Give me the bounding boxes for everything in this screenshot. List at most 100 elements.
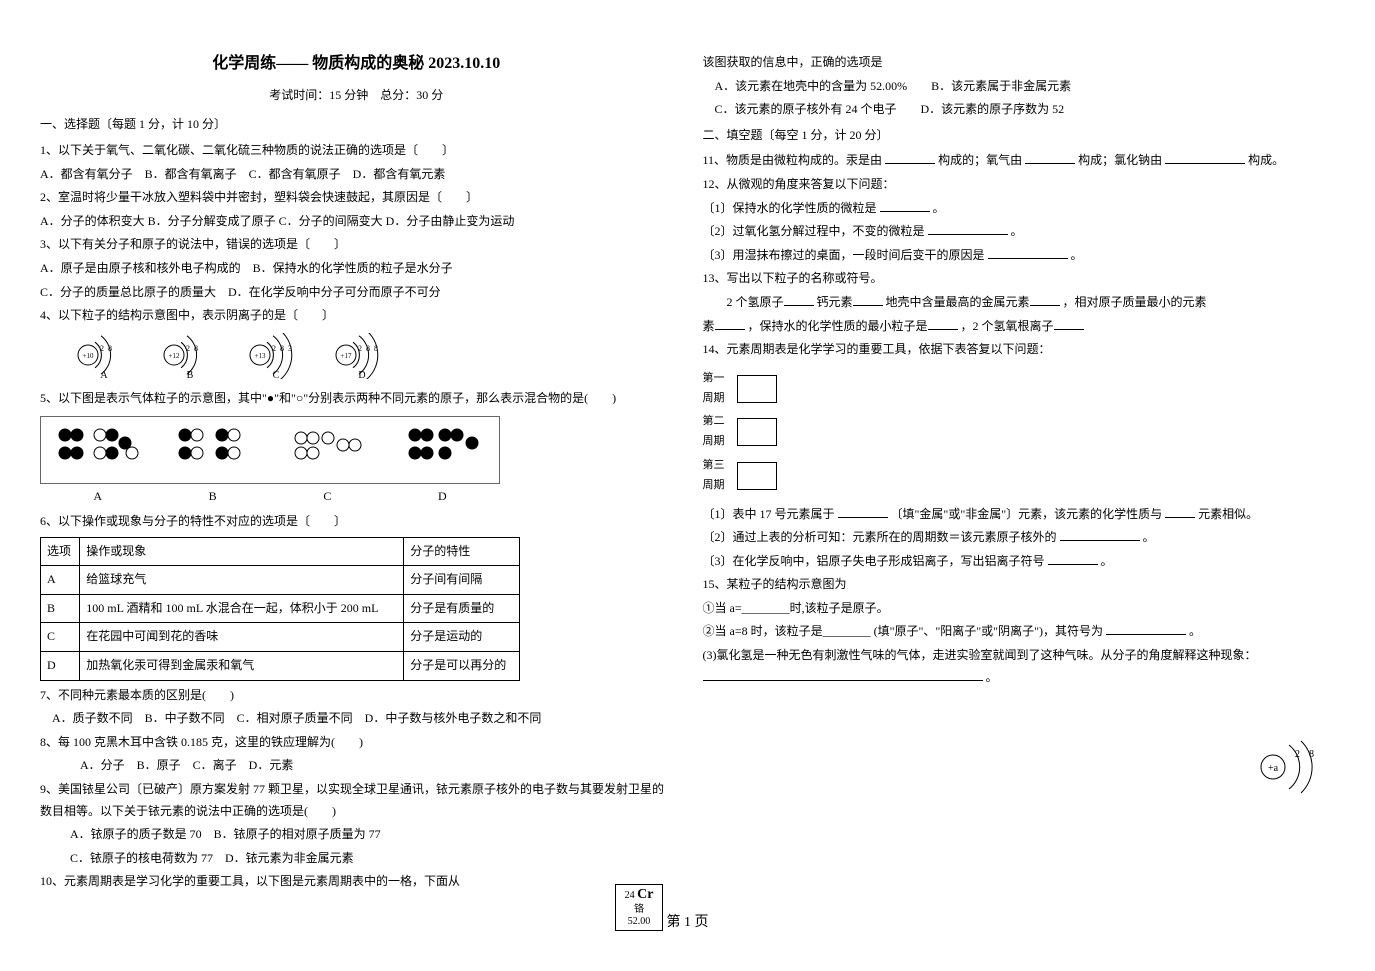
blank xyxy=(880,198,930,212)
col-2: 分子的特性 xyxy=(404,537,520,566)
q14-3: 〔3〕在化学反响中，铝原子失电子形成铝离子，写出铝离子符号 。 xyxy=(703,551,1336,573)
svg-text:3: 3 xyxy=(288,344,292,353)
svg-text:2: 2 xyxy=(272,344,276,353)
q10-tail: 该图获取的信息中，正确的选项是 xyxy=(703,52,1336,74)
q9a: A．铱原子的质子数是 70 B．铱原子的相对原子质量为 77 xyxy=(40,824,673,846)
q11-c: 构成；氯化钠由 xyxy=(1078,153,1162,167)
q7: 7、不同种元素最本质的区别是( ) xyxy=(40,685,673,707)
table-row: C在花园中可闻到花的香味分子是运动的 xyxy=(41,623,520,652)
blank xyxy=(703,667,983,681)
q2-opts: A．分子的体积变大 B．分子分解变成了原子 C．分子的间隔变大 D．分子由静止变… xyxy=(40,211,673,233)
blank xyxy=(1054,316,1084,330)
blank xyxy=(1025,150,1075,164)
blank xyxy=(1165,504,1195,518)
q1: 1、以下关于氧气、二氧化碳、二氧化硫三种物质的说法正确的选项是〔 〕 xyxy=(40,140,673,162)
table-row: A给篮球充气分子间有间隔 xyxy=(41,566,520,595)
label-b: B xyxy=(209,486,217,508)
q11: 11、物质是由微粒构成的。汞是由 构成的；氧气由 构成；氯化钠由 构成。 xyxy=(703,150,1336,172)
q13-line2: 素 ，保持水的化学性质的最小粒子是 ，2 个氢氧根离子 xyxy=(703,316,1336,338)
period-1: 第一周期 xyxy=(703,369,1336,409)
right-column: 该图获取的信息中，正确的选项是 A．该元素在地壳中的含量为 52.00% B．该… xyxy=(703,50,1336,895)
q9: 9、美国铱星公司〔已破产〕原方案发射 77 颗卫星，以实现全球卫星通讯，铱元素原… xyxy=(40,779,673,822)
q12: 12、从微观的角度来答复以下问题： xyxy=(703,174,1336,196)
struct-d: +17288D xyxy=(332,333,392,387)
page-number: 第 1 页 xyxy=(667,911,709,931)
q13: 13、写出以下粒子的名称或符号。 xyxy=(703,268,1336,290)
struct-a: +10 28 A xyxy=(74,333,134,387)
exam-info: 考试时间：15 分钟 总分：30 分 xyxy=(40,85,673,107)
col-0: 选项 xyxy=(41,537,80,566)
label-d: D xyxy=(438,486,447,508)
svg-text:+13: +13 xyxy=(255,352,266,360)
blank xyxy=(1060,527,1140,541)
particle-b xyxy=(167,423,257,477)
q13-line1: 2 个氢原子 钙元素 地壳中含量最高的金属元素 ，相对原子质量最小的元素 xyxy=(703,292,1336,314)
q4: 4、以下粒子的结构示意图中，表示阴离子的是〔 〕 xyxy=(40,305,673,327)
q3a: A．原子是由原子核和核外电子构成的 B．保持水的化学性质的粒子是水分子 xyxy=(40,258,673,280)
q8-opts: A．分子 B．原子 C．离子 D．元素 xyxy=(40,755,673,777)
struct-c: +13283C xyxy=(246,333,306,387)
blank xyxy=(1106,621,1186,635)
table-row: D加热氧化汞可得到金属汞和氧气分子是可以再分的 xyxy=(41,652,520,681)
q15-3: (3)氯化氢是一种无色有刺激性气味的气体，走进实验室就闻到了这种气味。从分子的角… xyxy=(703,645,1336,688)
blank xyxy=(885,150,935,164)
period-2: 第二周期 xyxy=(703,412,1336,452)
svg-text:B: B xyxy=(187,370,194,379)
blank xyxy=(928,221,1008,235)
q12-2: 〔2〕过氧化氢分解过程中，不变的微粒是 。 xyxy=(703,221,1336,243)
q15-1: ①当 a=________时,该粒子是原子。 xyxy=(703,598,1336,620)
svg-text:+12: +12 xyxy=(169,352,180,360)
svg-text:2: 2 xyxy=(100,344,104,353)
q5-diagrams xyxy=(40,416,500,484)
q14-1: 〔1〕表中 17 号元素属于 〔填"金属"或"非金属"〕元素，该元素的化学性质与… xyxy=(703,504,1336,526)
q1-opts: A．都含有氧分子 B．都含有氧离子 C．都含有氧原子 D．都含有氧元素 xyxy=(40,164,673,186)
label-c: C xyxy=(323,486,331,508)
table-header-row: 选项 操作或现象 分子的特性 xyxy=(41,537,520,566)
blank xyxy=(784,292,814,306)
q12-1: 〔1〕保持水的化学性质的微粒是 。 xyxy=(703,198,1336,220)
q6: 6、以下操作或现象与分子的特性不对应的选项是〔 〕 xyxy=(40,511,673,533)
svg-text:+10: +10 xyxy=(83,352,94,360)
q14: 14、元素周期表是化学学习的重要工具，依据下表答复以下问题： xyxy=(703,339,1336,361)
particle-a xyxy=(50,423,140,477)
q9b: C．铱原子的核电荷数为 77 D．铱元素为非金属元素 xyxy=(40,848,673,870)
blank xyxy=(928,316,958,330)
period-3: 第三周期 xyxy=(703,456,1336,496)
svg-text:8: 8 xyxy=(108,344,112,353)
q7-opts: A．质子数不同 B．中子数不同 C．相对原子质量不同 D．中子数与核外电子数之和… xyxy=(40,708,673,730)
q5-labels: A B C D xyxy=(40,486,500,508)
q3b: C．分子的质量总比原子的质量大 D．在化学反响中分子可分而原子不可分 xyxy=(40,282,673,304)
element-card-cr: 24 Cr 铬 52.00 xyxy=(615,884,663,931)
svg-text:2: 2 xyxy=(1295,749,1300,760)
q4-diagrams: +1028A +1228B +13283C +17288D xyxy=(70,333,396,387)
svg-text:8: 8 xyxy=(280,344,284,353)
svg-text:8: 8 xyxy=(194,344,198,353)
q8: 8、每 100 克黑木耳中含铁 0.185 克，这里的铁应理解为( ) xyxy=(40,732,673,754)
blank xyxy=(1048,551,1098,565)
q15: 15、某粒子的结构示意图为 xyxy=(703,574,1336,596)
blank xyxy=(988,245,1068,259)
atom-diagram-q15: +a 2 8 xyxy=(1255,737,1325,801)
struct-b: +1228B xyxy=(160,333,220,387)
label-a: A xyxy=(93,486,102,508)
svg-text:D: D xyxy=(358,370,365,379)
svg-text:8: 8 xyxy=(366,344,370,353)
q10-head: 10、元素周期表是学习化学的重要工具，以下图是元素周期表中的一格，下面从 xyxy=(40,871,673,893)
svg-text:A: A xyxy=(100,370,108,379)
section2-head: 二、填空题〔每空 1 分，计 20 分〕 xyxy=(703,125,1336,147)
section1-head: 一、选择题〔每题 1 分，计 10 分〕 xyxy=(40,114,673,136)
blank xyxy=(1030,292,1060,306)
q11-a: 11、物质是由微粒构成的。汞是由 xyxy=(703,153,883,167)
svg-text:8: 8 xyxy=(1309,749,1314,760)
q10a: A．该元素在地壳中的含量为 52.00% B．该元素属于非金属元素 xyxy=(703,76,1336,98)
q2: 2、室温时将少量干冰放入塑料袋中并密封，塑料袋会快速鼓起，其原因是〔 〕 xyxy=(40,187,673,209)
left-column: 化学周练—— 物质构成的奥秘 2023.10.10 考试时间：15 分钟 总分：… xyxy=(40,50,673,895)
q5: 5、以下图是表示气体粒子的示意图，其中"●"和"○"分别表示两种不同元素的原子，… xyxy=(40,388,673,410)
q6-table: 选项 操作或现象 分子的特性 A给篮球充气分子间有间隔 B100 mL 酒精和 … xyxy=(40,537,520,681)
q11-b: 构成的；氧气由 xyxy=(938,153,1022,167)
doc-title: 化学周练—— 物质构成的奥秘 2023.10.10 xyxy=(40,50,673,79)
particle-d xyxy=(400,423,490,477)
period-table: 第一周期 第二周期 第三周期 xyxy=(703,369,1336,496)
q15-2: ②当 a=8 时，该粒子是________ (填"原子"、"阳离子"或"阴离子"… xyxy=(703,621,1336,643)
table-row: B100 mL 酒精和 100 mL 水混合在一起，体积小于 200 mL分子是… xyxy=(41,594,520,623)
